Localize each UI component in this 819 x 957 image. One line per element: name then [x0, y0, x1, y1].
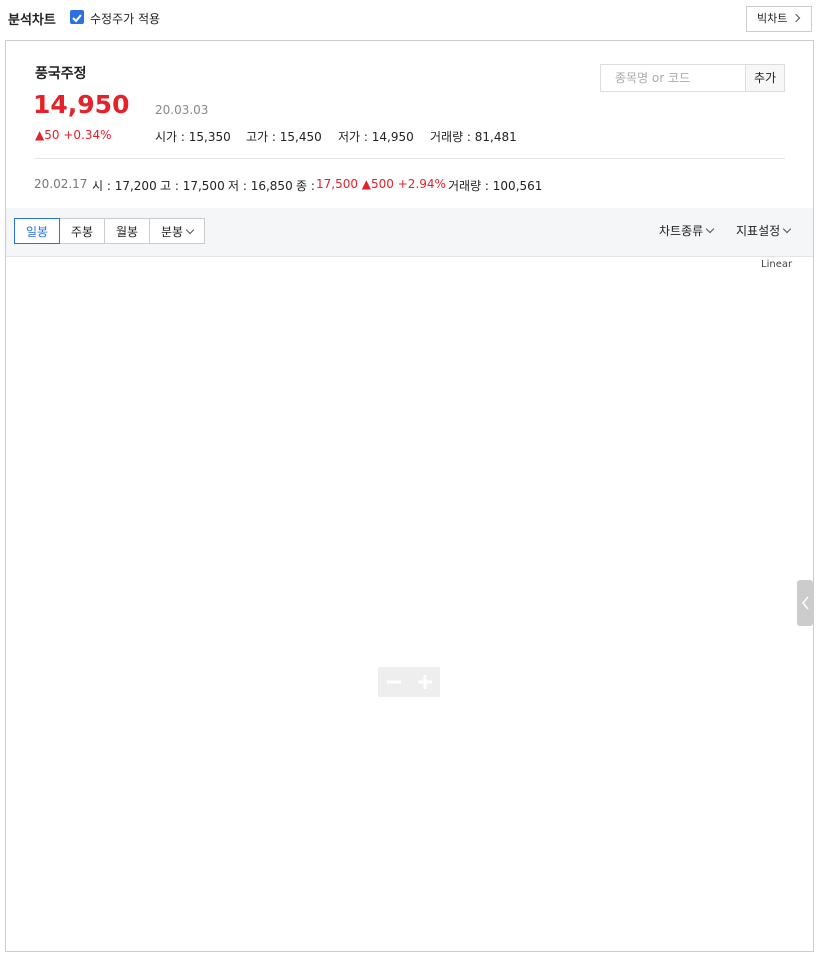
tab-minute[interactable]: 분봉: [149, 218, 205, 244]
tab-weekly[interactable]: 주봉: [59, 218, 105, 244]
menu-label: 지표설정: [736, 224, 781, 238]
prev-close-label: 종 :: [296, 179, 315, 193]
separator: [35, 158, 785, 159]
menu-label: 차트종류: [659, 224, 704, 238]
prev-volume: 거래량 : 100,561: [448, 179, 543, 193]
prev-date: 20.02.17: [34, 177, 88, 191]
stock-stat: 시가 : 15,350: [155, 130, 231, 144]
checkbox-label: 수정주가 적용: [90, 12, 161, 26]
prev-close: 17,500 ▲500 +2.94%: [316, 177, 446, 191]
stock-stat: 고가 : 15,450: [246, 130, 322, 144]
indicator-menu[interactable]: 지표설정: [736, 222, 792, 239]
stock-name: 풍국주정: [35, 66, 87, 82]
page-title: 분석차트: [8, 13, 56, 28]
stock-price: 14,950: [33, 90, 130, 119]
tab-label: 월봉: [115, 225, 139, 239]
checkbox[interactable]: 14,00015,00016,00017,00018,00019,00020,0…: [70, 10, 819, 947]
chart-panel: [5, 40, 814, 952]
chart-type-menu[interactable]: 차트종류: [659, 222, 715, 239]
stock-date: 20.03.03: [155, 103, 209, 117]
stock-stat: 저가 : 14,950: [338, 130, 414, 144]
bigchart-button[interactable]: 빅차트: [746, 6, 812, 32]
stock-stat: 거래량 : 81,481: [430, 130, 517, 144]
prev-high: 고 : 17,500: [160, 179, 225, 193]
add-label: 추가: [753, 71, 777, 85]
prev-open: 시 : 17,200: [92, 179, 157, 193]
prev-low: 저 : 16,850: [228, 179, 293, 193]
tab-monthly[interactable]: 월봉: [104, 218, 150, 244]
tab-label: 일봉: [25, 225, 49, 239]
tab-label: 분봉: [160, 225, 184, 239]
add-button[interactable]: 추가: [745, 64, 785, 92]
search-input[interactable]: 종목명 or 코드: [600, 64, 746, 92]
tab-daily[interactable]: 일봉: [14, 218, 60, 244]
tab-label: 주봉: [70, 225, 94, 239]
search-placeholder: 종목명 or 코드: [615, 71, 691, 85]
stock-change: ▲50 +0.34%: [35, 128, 112, 142]
bigchart-label: 빅차트: [757, 12, 788, 25]
